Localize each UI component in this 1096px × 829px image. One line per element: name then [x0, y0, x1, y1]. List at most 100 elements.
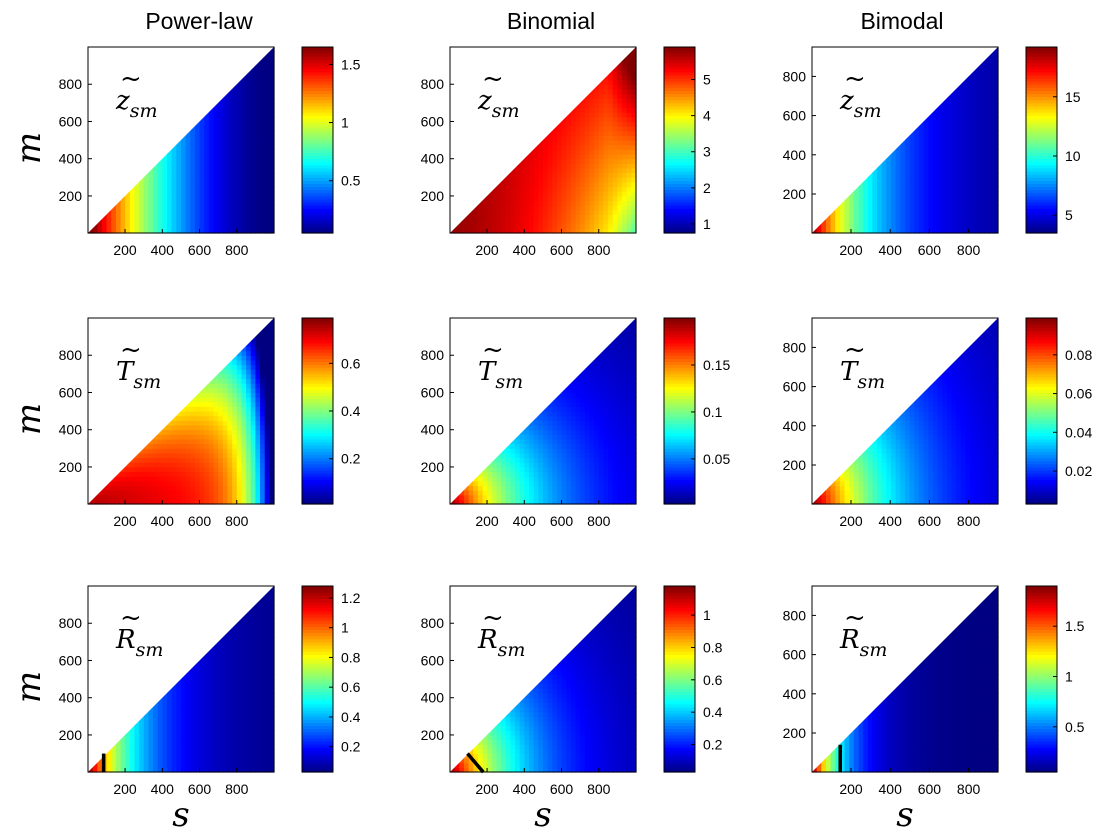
- heat-cell: [617, 130, 623, 136]
- heat-cell: [125, 200, 131, 206]
- heat-cell: [984, 140, 990, 146]
- y-tick-label: 800: [783, 68, 807, 84]
- heat-cell: [250, 406, 256, 412]
- heat-cell: [515, 494, 521, 500]
- heat-cell: [246, 369, 252, 375]
- heat-cell: [496, 191, 502, 197]
- heat-cell: [552, 181, 558, 188]
- heat-cell: [134, 200, 140, 206]
- heat-cell: [120, 219, 126, 225]
- heat-cell: [232, 397, 238, 403]
- heat-cell: [584, 191, 591, 197]
- heat-cell: [909, 476, 915, 482]
- heat-cell: [580, 424, 586, 431]
- heat-cell: [594, 107, 600, 113]
- heat-cell: [260, 172, 266, 178]
- heat-cell: [956, 98, 962, 104]
- heat-cell: [543, 494, 549, 500]
- heat-cell: [612, 438, 618, 445]
- heat-cell: [942, 397, 948, 403]
- heat-cell: [491, 228, 498, 234]
- heat-cell: [538, 480, 544, 486]
- heat-cell: [260, 429, 266, 435]
- heat-cell: [162, 195, 168, 202]
- heat-cell: [622, 476, 628, 482]
- heat-cell: [853, 457, 860, 463]
- heat-cell: [543, 191, 549, 197]
- heat-cell: [622, 149, 628, 155]
- heat-cell: [213, 149, 219, 155]
- heat-cell: [598, 126, 605, 132]
- heat-cell: [115, 219, 122, 225]
- heat-cell: [872, 219, 878, 225]
- heat-cell: [617, 84, 623, 90]
- heat-cell: [909, 149, 915, 155]
- heat-cell: [612, 65, 618, 71]
- heat-cell: [101, 485, 108, 491]
- heat-cell: [575, 158, 581, 164]
- heat-cell: [946, 485, 953, 491]
- heat-cell: [923, 200, 929, 206]
- heat-cell: [552, 158, 558, 164]
- heat-cell: [598, 397, 605, 403]
- heat-cell: [932, 457, 939, 463]
- heat-cell: [575, 130, 581, 136]
- heat-cell: [236, 181, 243, 188]
- heat-cell: [491, 462, 498, 468]
- x-tick-label: 600: [918, 242, 942, 258]
- heat-cell: [561, 401, 567, 407]
- heat-cell: [204, 191, 210, 197]
- heat-cell: [236, 406, 243, 412]
- heat-cell: [598, 177, 605, 183]
- heat-cell: [204, 420, 210, 426]
- heat-cell: [918, 420, 925, 426]
- heat-cell: [97, 490, 103, 496]
- heat-cell: [463, 214, 470, 220]
- heat-cell: [580, 448, 586, 454]
- heat-cell: [974, 144, 980, 150]
- heat-cell: [463, 223, 470, 229]
- heat-cell: [891, 191, 897, 197]
- heat-cell: [496, 181, 502, 188]
- heat-cell: [863, 214, 869, 220]
- heat-cell: [608, 93, 614, 99]
- heat-cell: [505, 485, 512, 491]
- heat-cell: [236, 485, 243, 491]
- colorbar-band: [302, 352, 333, 356]
- heat-cell: [617, 336, 623, 342]
- heat-cell: [260, 462, 266, 468]
- heat-cell: [867, 499, 874, 505]
- heat-cell: [194, 499, 201, 505]
- heat-cell: [956, 144, 962, 150]
- heat-cell: [979, 167, 985, 174]
- heat-cell: [208, 135, 215, 141]
- heat-cell: [895, 494, 901, 500]
- heat-cell: [900, 434, 906, 440]
- heat-cell: [589, 364, 595, 370]
- heat-cell: [547, 490, 553, 496]
- heat-cell: [260, 499, 266, 505]
- heat-cell: [227, 485, 233, 491]
- heat-cell: [533, 214, 539, 220]
- heat-cell: [970, 70, 976, 76]
- heat-cell: [905, 457, 911, 463]
- heat-cell: [148, 209, 154, 215]
- heat-cell: [134, 195, 140, 202]
- colorbar-band: [302, 102, 333, 107]
- heat-cell: [264, 331, 270, 338]
- heat-cell: [617, 135, 623, 141]
- heat-cell: [863, 228, 869, 234]
- heat-cell: [858, 209, 864, 215]
- heat-cell: [491, 223, 498, 229]
- heat-cell: [519, 177, 525, 183]
- heat-cell: [863, 186, 869, 192]
- heat-cell: [965, 158, 971, 164]
- heat-cell: [932, 401, 939, 407]
- heat-cell: [608, 70, 614, 76]
- colorbar-band: [664, 174, 695, 178]
- colorbar-band: [1026, 90, 1057, 95]
- heat-cell: [101, 494, 108, 500]
- heat-cell: [858, 462, 864, 468]
- heat-cell: [942, 499, 948, 505]
- heat-cell: [260, 144, 266, 150]
